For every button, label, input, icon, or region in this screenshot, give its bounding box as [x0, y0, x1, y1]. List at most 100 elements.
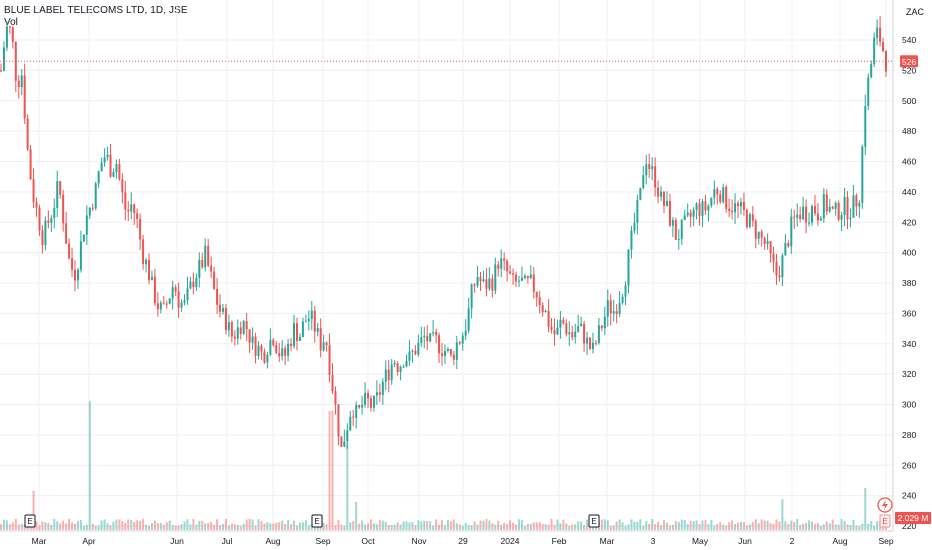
candle-body: [414, 350, 417, 355]
volume-bar: [760, 519, 763, 530]
candle-body: [44, 220, 47, 246]
volume-bar: [870, 521, 873, 530]
volume-bar: [352, 520, 355, 530]
earnings-marker: [24, 514, 36, 528]
candle-body: [828, 206, 831, 212]
volume-bar: [112, 521, 115, 530]
time-tick-label: Nov: [411, 536, 427, 546]
volume-bar: [227, 525, 230, 530]
candle-body: [35, 202, 38, 208]
volume-bar: [520, 519, 523, 530]
candle-body: [340, 436, 343, 447]
volume-bar: [651, 519, 654, 530]
candle-body: [630, 230, 633, 250]
price-tick-label: 500: [902, 96, 916, 106]
candle-body: [458, 342, 461, 344]
candle-body: [512, 273, 515, 275]
candle-body: [618, 302, 621, 314]
candle-body: [535, 291, 538, 298]
volume-bar: [62, 520, 65, 530]
candle-body: [405, 360, 408, 367]
volume-bar: [272, 523, 275, 530]
candle-body: [745, 209, 748, 227]
volume-bar: [876, 521, 879, 530]
candle-body: [704, 201, 707, 211]
volume-bar: [775, 519, 778, 530]
volume-bar: [686, 524, 689, 530]
candle-body: [432, 332, 435, 334]
volume-bar: [97, 525, 100, 530]
volume-bar: [757, 523, 760, 530]
volume-bar: [562, 519, 565, 530]
candle-body: [124, 192, 127, 210]
candle-body: [224, 308, 227, 331]
volume-bar: [737, 522, 740, 530]
volume-bar: [14, 519, 17, 530]
candle-body: [858, 202, 861, 207]
volume-bar: [426, 520, 429, 530]
candle-body: [488, 278, 491, 289]
volume-bar: [683, 519, 686, 530]
candle-body: [278, 352, 281, 357]
candle-body: [553, 330, 556, 335]
candle-body: [189, 281, 192, 289]
candle-body: [556, 327, 559, 335]
volume-bar: [346, 443, 349, 530]
candle-body: [328, 345, 331, 375]
volume-bar: [609, 525, 612, 530]
volume-bar: [127, 519, 130, 530]
candle-body: [589, 337, 592, 349]
candle-body: [657, 187, 660, 197]
price-tick-label: 220: [902, 521, 916, 531]
candle-body: [17, 80, 20, 88]
volume-bar: [236, 525, 239, 530]
volume-bar: [328, 411, 331, 530]
candle-body: [201, 259, 204, 268]
candle-body: [293, 323, 296, 347]
candle-body: [790, 216, 793, 247]
candle-body: [145, 259, 148, 265]
candle-body: [606, 300, 609, 317]
candle-body: [615, 311, 618, 314]
candle-body: [624, 285, 627, 297]
volume-bar: [446, 520, 449, 530]
volume-bar: [627, 524, 630, 530]
volume-bar: [739, 521, 742, 530]
volume-bar: [529, 523, 532, 530]
candle-body: [153, 276, 156, 304]
candle-body: [879, 27, 882, 42]
candle-body: [811, 206, 814, 223]
candle-body: [775, 261, 778, 276]
candle-body: [663, 191, 666, 206]
volume-bar: [449, 521, 452, 530]
volume-bar: [550, 518, 553, 530]
volume-bar: [663, 520, 666, 530]
candle-body: [384, 369, 387, 382]
candle-body: [11, 27, 14, 42]
volume-bar: [334, 525, 337, 530]
volume-bar: [772, 524, 775, 530]
volume-bar: [304, 520, 307, 530]
candle-body: [689, 212, 692, 217]
time-tick-label: Oct: [361, 536, 375, 546]
candle-body: [139, 219, 142, 240]
volume-bar: [260, 520, 263, 530]
volume-bar: [467, 524, 470, 530]
candle-body: [275, 345, 278, 353]
candle-body: [754, 220, 757, 239]
last-volume-label: 2.029 M: [898, 513, 929, 523]
candle-body: [734, 203, 737, 213]
candle-body: [517, 280, 520, 282]
volume-bar: [216, 519, 219, 530]
volume-bar: [754, 519, 757, 530]
candle-body: [352, 416, 355, 418]
earnings-marker: [879, 514, 891, 528]
candle-body: [402, 366, 405, 368]
volume-bar: [106, 523, 109, 530]
volume-bar: [429, 521, 432, 530]
candle-body: [793, 216, 796, 218]
volume-bar: [796, 518, 799, 530]
candle-body: [136, 213, 139, 220]
candle-body: [316, 328, 319, 332]
